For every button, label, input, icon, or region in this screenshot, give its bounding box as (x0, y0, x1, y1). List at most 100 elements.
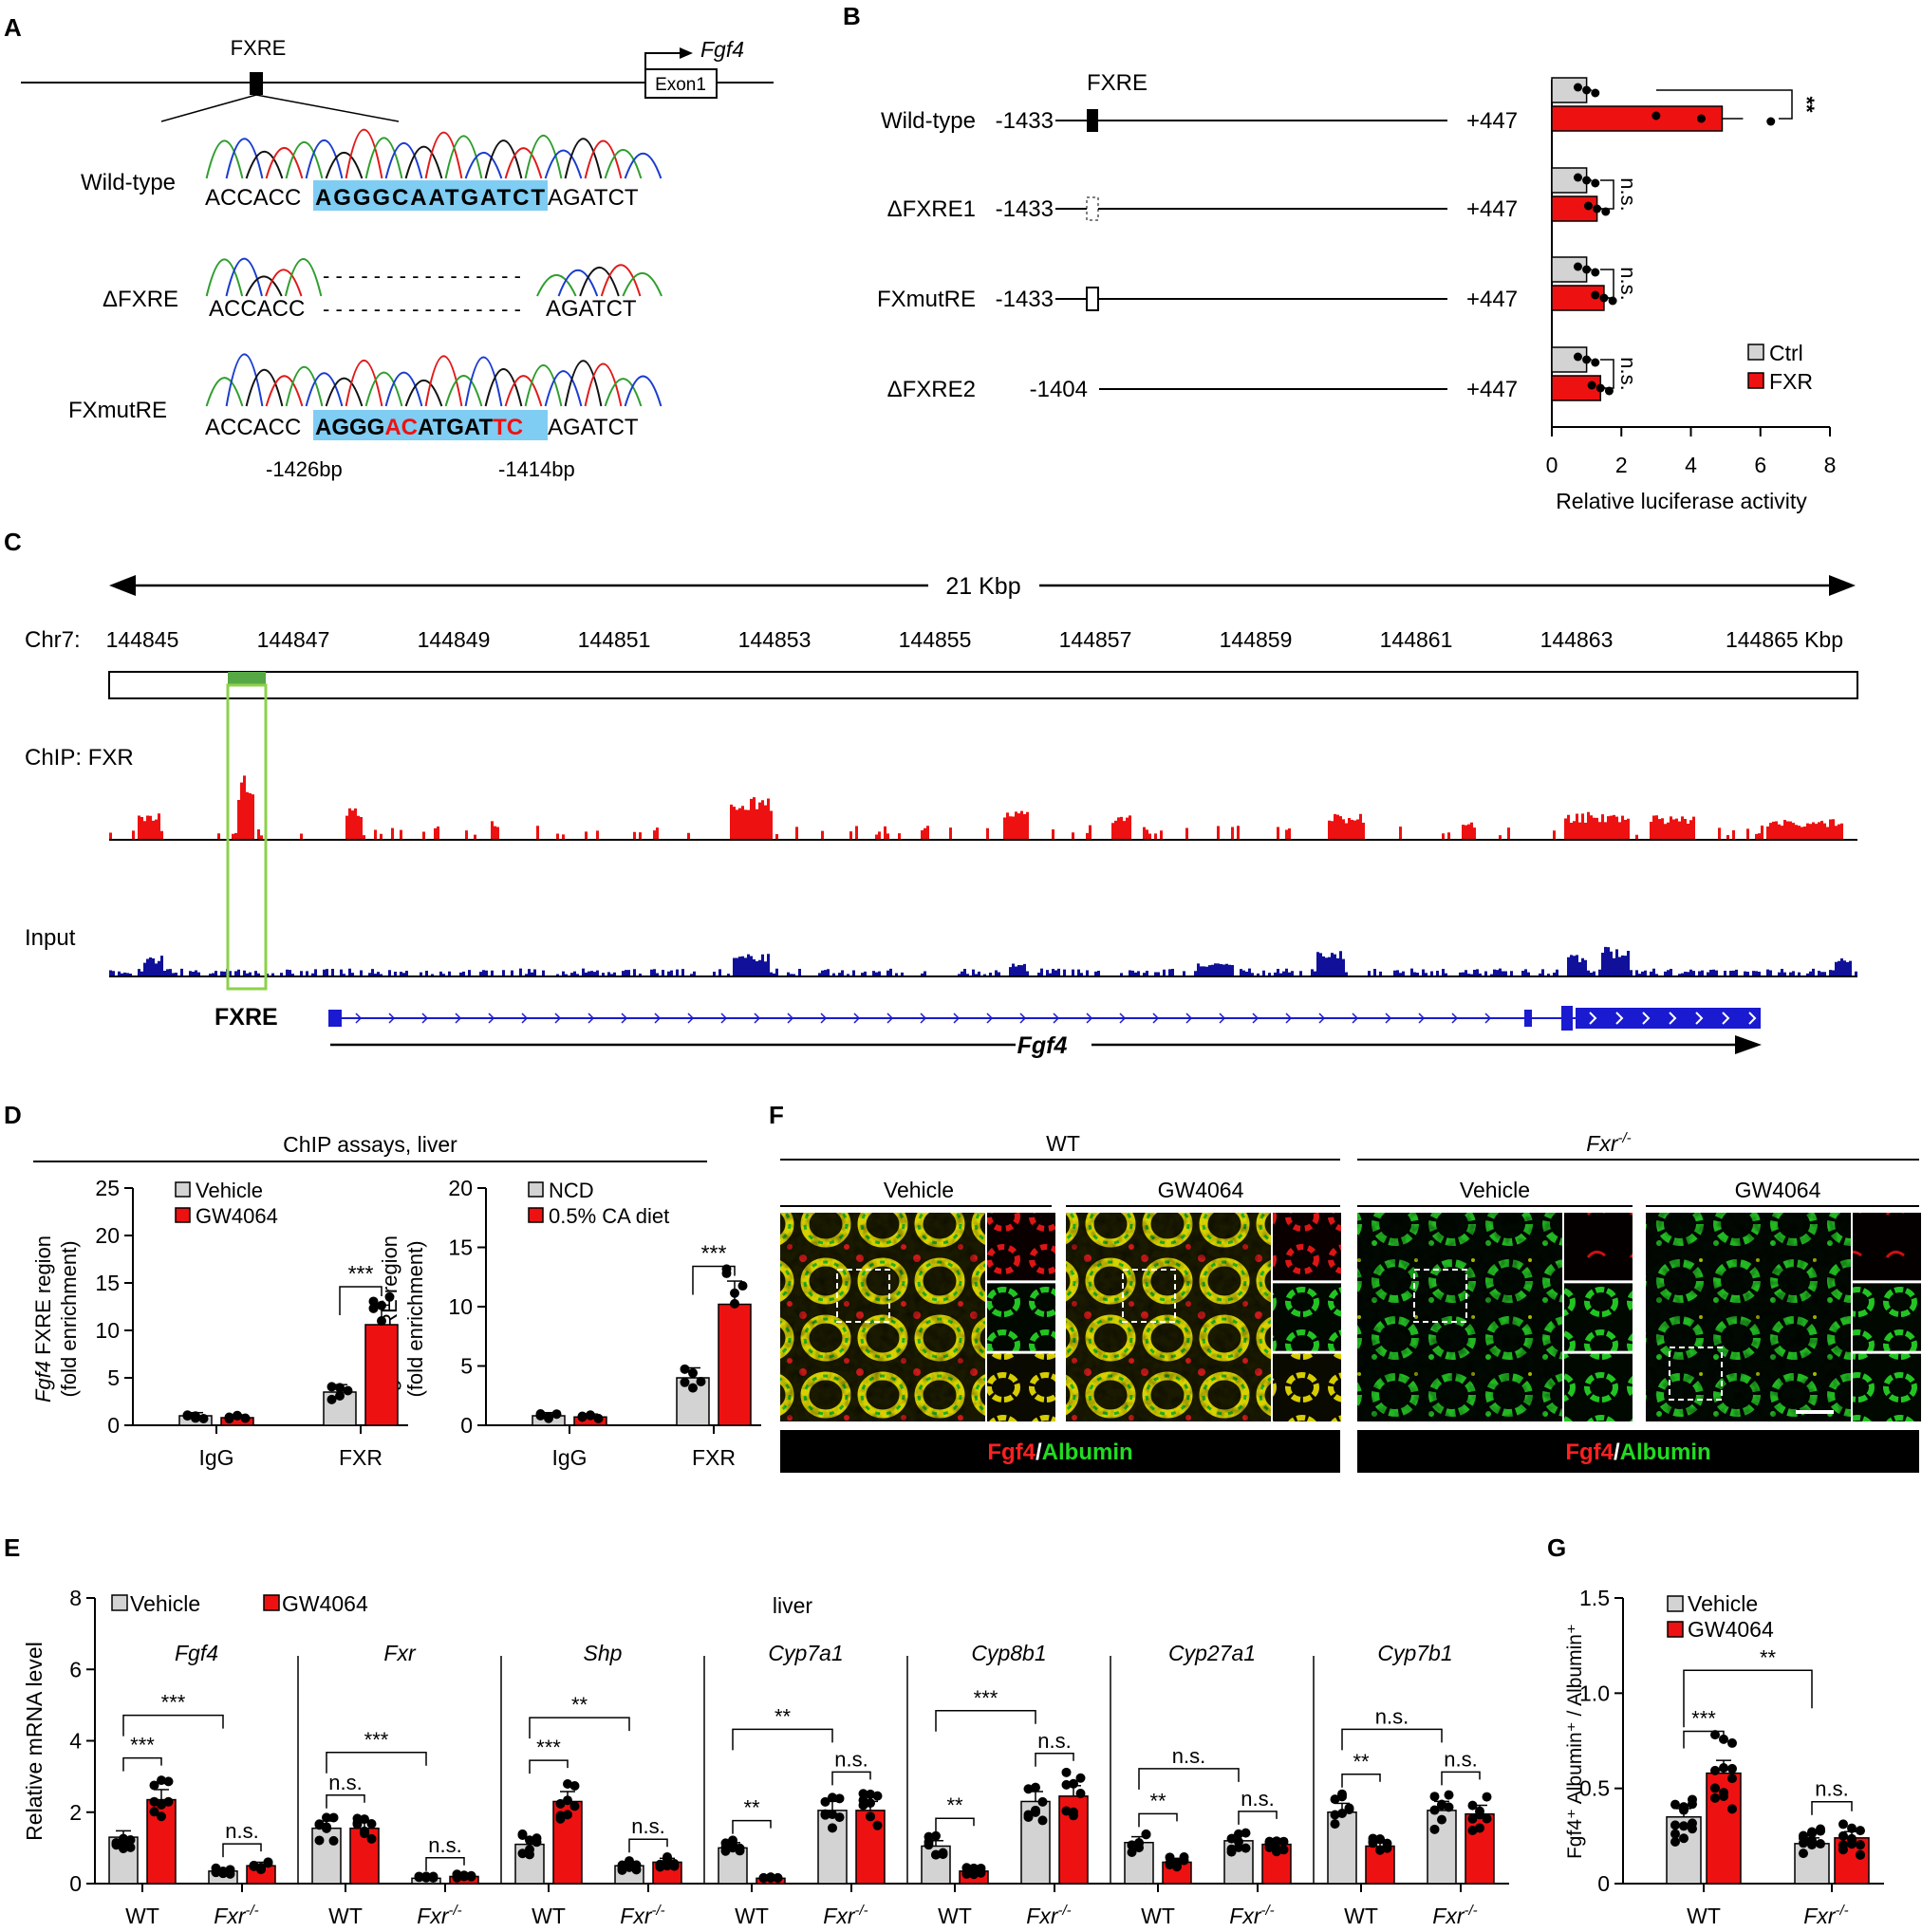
trace-peak (544, 149, 583, 179)
sig-label: n.s. (1444, 1747, 1477, 1771)
sig-bracket (1811, 1800, 1853, 1815)
data-point (198, 1413, 209, 1423)
micrograph-inset (1564, 1353, 1633, 1421)
data-point (532, 1833, 542, 1844)
tissue-label: liver (773, 1593, 813, 1618)
micrograph-inset (1853, 1213, 1921, 1281)
data-point (1583, 201, 1593, 211)
strand-chevron (787, 1012, 794, 1024)
data-point (1437, 1814, 1446, 1825)
data-point (737, 1281, 748, 1291)
coord-label: 144845 (106, 627, 179, 652)
sig-label: ** (774, 1704, 792, 1728)
sig-label: *** (161, 1691, 186, 1715)
x-axis-label: Relative luciferase activity (1556, 489, 1807, 513)
gene-label: Cyp27a1 (1168, 1641, 1256, 1665)
y-tick-label: 15 (448, 1235, 473, 1260)
strand-chevron (1019, 1012, 1027, 1024)
x-tick-label: 6 (1754, 453, 1766, 477)
data-point (858, 1800, 868, 1811)
data-point (1031, 1782, 1040, 1793)
construct-start: -1433 (996, 108, 1054, 134)
data-point (728, 1843, 737, 1853)
data-point (119, 1833, 128, 1844)
trace-peak (444, 375, 483, 407)
data-point (368, 1303, 379, 1313)
data-point (525, 1849, 534, 1860)
data-point (1179, 1852, 1189, 1863)
data-point (314, 1835, 325, 1846)
sig-label: n.s. (631, 1814, 664, 1838)
data-point (563, 1795, 572, 1806)
data-point (544, 1413, 553, 1423)
y-tick-label: 4 (69, 1729, 82, 1754)
coord-label: 144859 (1220, 627, 1293, 652)
x-tick-label: Fxr-/- (214, 1903, 258, 1928)
sig-bracket (222, 1843, 262, 1858)
data-point (1241, 1843, 1251, 1853)
data-point (820, 1810, 830, 1820)
data-point (1031, 1805, 1040, 1815)
data-point (1688, 1824, 1697, 1834)
data-point (555, 1811, 566, 1821)
strand-chevron (720, 1012, 728, 1024)
micrograph-inset (987, 1353, 1055, 1421)
data-point (820, 1796, 830, 1807)
coord-label: 144851 (578, 627, 651, 652)
bar-ctrl (1551, 77, 1588, 103)
strand-chevron (1589, 1012, 1597, 1025)
strand-chevron (1451, 1012, 1459, 1024)
x-tick-label: Fxr-/- (1026, 1903, 1071, 1928)
panel-letter-f: F (769, 1101, 784, 1129)
zoom-region (1669, 1347, 1723, 1401)
legend-swatch (528, 1207, 544, 1223)
gene-model (328, 1006, 1761, 1031)
sig-bracket (326, 1752, 427, 1774)
strand-chevron (488, 1012, 495, 1024)
panel-f: F WT Fxr-/- Vehicle GW4064 Vehicle GW406… (769, 1101, 1921, 1473)
legend-label: GW4064 (1688, 1617, 1774, 1642)
trace-peak (544, 370, 583, 407)
sig-bracket (1683, 1669, 1813, 1728)
strand-chevron (1119, 1012, 1127, 1024)
data-point (366, 1833, 377, 1844)
seq-left: ACCACC (205, 185, 301, 211)
fxre-site (1087, 109, 1098, 132)
sig-bracket (692, 1265, 736, 1295)
y-tick-label: 10 (448, 1294, 473, 1319)
x-tick-label: IgG (198, 1445, 233, 1470)
data-point (327, 1394, 337, 1404)
strand-chevron (1695, 1012, 1704, 1025)
sig-label: ** (1149, 1789, 1166, 1812)
panel-d: D ChIP assays, liver Fgf4 FXRE region (f… (4, 1101, 761, 1470)
trace-peak (604, 378, 643, 407)
data-point (730, 1288, 739, 1298)
sig-label: ** (1760, 1645, 1777, 1669)
sig-label: n.s. (834, 1747, 868, 1771)
trace-peak (464, 356, 503, 407)
trace-peak (604, 148, 643, 179)
data-point (1710, 1765, 1720, 1775)
sig-bracket (1779, 89, 1793, 120)
legend-swatch (111, 1594, 128, 1611)
trace-peak (564, 138, 603, 179)
stain-legend: Fgf4/Albumin (987, 1440, 1132, 1465)
row-label-wildtype: Wild-type (81, 170, 176, 195)
fxre-mutant (1086, 287, 1099, 311)
data-point (1061, 1806, 1072, 1816)
data-point (828, 1793, 837, 1803)
strand-chevron (1318, 1012, 1326, 1024)
coord-label: 144847 (257, 627, 330, 652)
coord-label: 144853 (738, 627, 812, 652)
seq-deleted-top: - - - - - - - - - - - - - - - - (323, 264, 521, 288)
y-tick-label: 5 (107, 1365, 120, 1390)
data-point (1573, 262, 1582, 271)
data-point (1582, 85, 1592, 95)
seq-right: AGATCT (546, 296, 637, 322)
data-point (1272, 1836, 1281, 1847)
data-point (625, 1862, 634, 1872)
data-point (669, 1861, 680, 1871)
gene-label: Fgf4 (175, 1641, 218, 1665)
data-point (1241, 1828, 1251, 1838)
data-point (1382, 1838, 1392, 1848)
